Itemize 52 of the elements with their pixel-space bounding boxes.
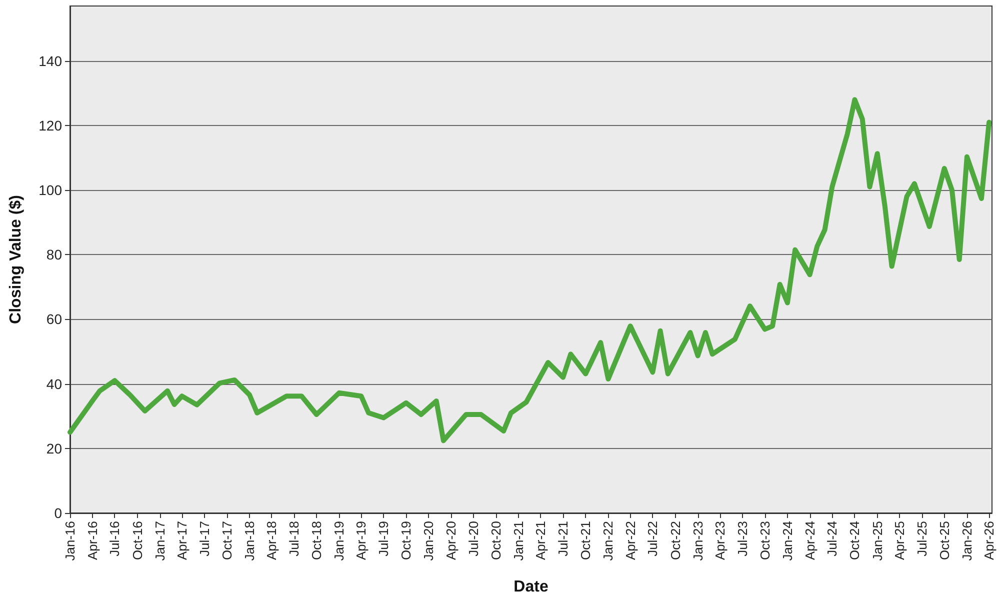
y-axis-title: Closing Value ($) bbox=[8, 195, 24, 324]
x-tick-label: Oct-18 bbox=[309, 521, 324, 560]
y-tick-label: 140 bbox=[38, 52, 62, 69]
x-tick-label: Jul-19 bbox=[376, 521, 392, 556]
x-tick-label: Apr-26 bbox=[982, 521, 997, 560]
y-tick-label: 20 bbox=[46, 440, 62, 456]
x-tick-label: Oct-21 bbox=[578, 521, 594, 560]
y-tick-label: 60 bbox=[46, 311, 62, 328]
y-tick-label: 40 bbox=[46, 376, 62, 392]
x-tick-label: Jan-21 bbox=[511, 521, 526, 561]
x-tick-label: Jul-21 bbox=[556, 521, 571, 556]
x-tick-label: Jan-16 bbox=[62, 521, 78, 561]
x-tick-label: Oct-22 bbox=[668, 521, 683, 560]
x-tick-label: Oct-20 bbox=[488, 521, 504, 560]
x-tick-label: Apr-24 bbox=[802, 521, 818, 560]
x-tick-label: Jul-20 bbox=[466, 521, 481, 556]
x-tick-label: Jul-24 bbox=[824, 521, 840, 556]
x-tick-label: Jan-24 bbox=[780, 521, 795, 561]
x-tick-label: Jan-23 bbox=[690, 521, 706, 561]
x-tick-label: Apr-16 bbox=[84, 521, 100, 560]
y-tick-label: 0 bbox=[54, 505, 62, 521]
x-tick-label: Jul-22 bbox=[645, 521, 660, 556]
x-tick-label: Jan-19 bbox=[332, 521, 347, 561]
x-tick-label: Jul-16 bbox=[107, 521, 122, 556]
x-tick-label: Jan-18 bbox=[242, 521, 257, 561]
x-tick-label: Apr-21 bbox=[533, 521, 548, 560]
x-tick-label: Jan-20 bbox=[421, 521, 436, 561]
x-tick-label: Jul-23 bbox=[734, 521, 750, 556]
x-tick-label: Jan-26 bbox=[959, 521, 974, 561]
x-tick-label: Oct-17 bbox=[219, 521, 234, 560]
x-tick-label: Oct-23 bbox=[757, 521, 772, 560]
x-tick-label: Oct-19 bbox=[398, 521, 414, 560]
y-tick-label: 100 bbox=[38, 182, 62, 198]
x-tick-label: Jan-17 bbox=[152, 521, 168, 561]
x-tick-label: Oct-16 bbox=[130, 521, 145, 560]
y-tick-label: 120 bbox=[38, 117, 62, 134]
x-tick-label: Apr-19 bbox=[354, 521, 369, 560]
x-axis-title: Date bbox=[514, 578, 548, 596]
x-tick-label: Apr-23 bbox=[712, 521, 728, 560]
x-tick-label: Jan-22 bbox=[600, 521, 616, 561]
x-tick-label: Apr-18 bbox=[264, 521, 280, 560]
x-tick-label: Jul-25 bbox=[914, 521, 930, 556]
x-tick-label: Apr-25 bbox=[892, 521, 907, 560]
x-tick-label: Jan-25 bbox=[870, 521, 885, 561]
x-tick-label: Jul-18 bbox=[286, 521, 302, 556]
x-tick-label: Oct-25 bbox=[936, 521, 952, 560]
x-tick-label: Apr-22 bbox=[622, 521, 638, 560]
x-tick-label: Jul-17 bbox=[196, 521, 212, 556]
y-tick-label: 80 bbox=[46, 246, 62, 263]
x-tick-label: Oct-24 bbox=[847, 521, 862, 560]
x-tick-label: Apr-20 bbox=[444, 521, 459, 560]
x-tick-label: Apr-17 bbox=[174, 521, 190, 560]
